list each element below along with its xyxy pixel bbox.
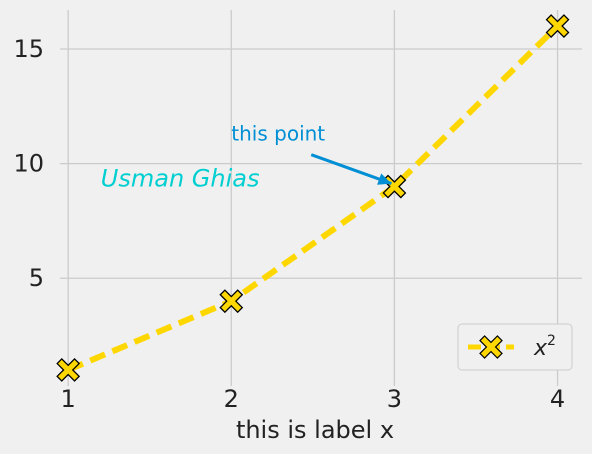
- x-axis-label: this is label x: [236, 416, 394, 444]
- annotation: this point: [231, 122, 392, 185]
- data-point-marker: [219, 289, 244, 314]
- grid-lines: [60, 10, 582, 386]
- x-tick-label: 4: [550, 385, 565, 413]
- legend-label: x2: [533, 333, 556, 361]
- series-layer: [66, 23, 560, 373]
- x-tick-label: 2: [224, 385, 239, 413]
- data-point-marker: [382, 174, 407, 199]
- annotation-arrowhead: [377, 173, 392, 185]
- data-point-marker: [545, 14, 570, 38]
- y-tick-label: 5: [29, 264, 44, 292]
- series-line: [66, 23, 560, 373]
- x-tick-label: 1: [61, 385, 76, 413]
- legend-box: [457, 323, 573, 371]
- x-tick-label: 3: [387, 385, 402, 413]
- y-tick-label: 15: [13, 35, 44, 63]
- legend: x2: [457, 323, 573, 371]
- tick-labels: 1 2 3 4 5 10 15: [13, 35, 565, 413]
- author-text: Usman Ghias: [101, 165, 260, 193]
- annotation-text: this point: [231, 122, 325, 146]
- data-point-marker: [56, 358, 81, 382]
- annotation-arrow: [310, 153, 392, 185]
- legend-marker: [479, 335, 503, 359]
- marker-layer: [56, 14, 570, 382]
- y-tick-label: 10: [13, 150, 44, 178]
